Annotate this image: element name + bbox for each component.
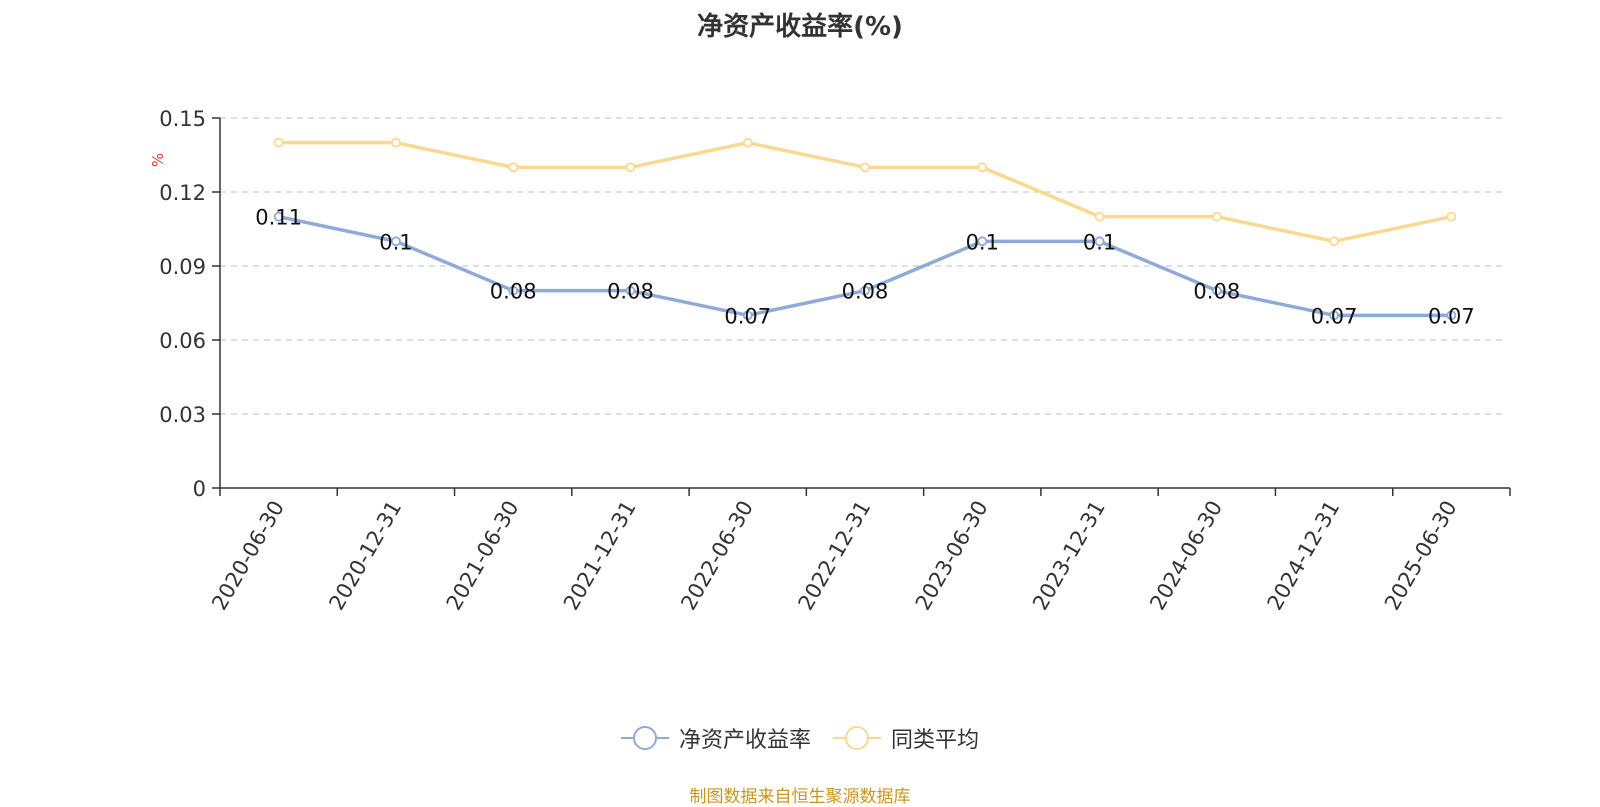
y-tick-label: 0.03 [159, 403, 206, 427]
x-tick-label: 2020-12-31 [324, 496, 406, 614]
legend-item-roe[interactable]: 净资产收益率 [620, 722, 811, 754]
data-point [391, 137, 401, 148]
data-point [273, 211, 284, 222]
x-tick-label: 2022-12-31 [794, 497, 876, 615]
data-point [1329, 236, 1339, 247]
data-label: 0.11 [255, 206, 302, 230]
data-point [625, 285, 636, 296]
data-point [508, 285, 519, 296]
x-tick-label: 2024-06-30 [1145, 497, 1227, 615]
data-point [1211, 211, 1222, 222]
data-point [742, 137, 753, 148]
data-label: 0.08 [1193, 280, 1240, 304]
data-point [625, 162, 636, 173]
data-point [1446, 211, 1457, 222]
x-tick-label: 2020-06-30 [207, 497, 289, 615]
data-point [1329, 310, 1339, 321]
data-point [1446, 310, 1457, 321]
x-tick-label: 2022-06-30 [676, 497, 758, 615]
data-point [273, 137, 284, 148]
data-point [977, 236, 988, 247]
legend-label-roe: 净资产收益率 [678, 728, 811, 753]
legend-item-peer-average[interactable]: 同类平均 [833, 722, 979, 754]
legend-label-peer-average: 同类平均 [891, 728, 980, 753]
data-point [1094, 236, 1105, 247]
data-label: 0.08 [842, 280, 889, 304]
x-tick-label: 2021-12-31 [559, 497, 641, 615]
data-point [977, 162, 988, 173]
data-label: 0.07 [1311, 304, 1358, 328]
data-label: 0.1 [379, 230, 412, 254]
y-tick-label: 0.12 [159, 181, 206, 205]
data-point [1094, 211, 1105, 222]
data-label: 0.07 [724, 304, 771, 328]
data-label: 0.08 [607, 280, 654, 304]
y-tick-label: 0.06 [159, 329, 206, 353]
data-point [742, 310, 753, 321]
y-tick-label: 0.09 [159, 255, 206, 279]
data-label: 0.1 [966, 230, 999, 254]
legend-marker-roe [620, 726, 669, 750]
data-point [860, 285, 870, 296]
data-point [860, 162, 870, 173]
legend-marker-peer-average [833, 726, 881, 750]
chart-title: 净资产收益率(%) [697, 12, 903, 42]
x-tick-label: 2023-06-30 [911, 497, 993, 615]
data-point [391, 236, 401, 247]
data-point [1211, 285, 1222, 296]
y-axis-label: % [149, 153, 167, 167]
legend: 净资产收益率 同类平均 [0, 722, 1600, 754]
x-tick-label: 2021-06-30 [442, 497, 524, 615]
source-note: 制图数据来自恒生聚源数据库 [689, 787, 911, 807]
data-point [508, 162, 519, 173]
x-tick-label: 2025-06-30 [1380, 497, 1462, 615]
data-label: 0.1 [1083, 230, 1116, 254]
y-tick-label: 0 [193, 477, 206, 501]
x-tick-label: 2024-12-31 [1263, 497, 1345, 615]
y-tick-label: 0.15 [159, 107, 206, 131]
x-tick-label: 2023-12-31 [1028, 497, 1110, 615]
data-label: 0.07 [1428, 304, 1475, 328]
data-label: 0.08 [490, 280, 537, 304]
